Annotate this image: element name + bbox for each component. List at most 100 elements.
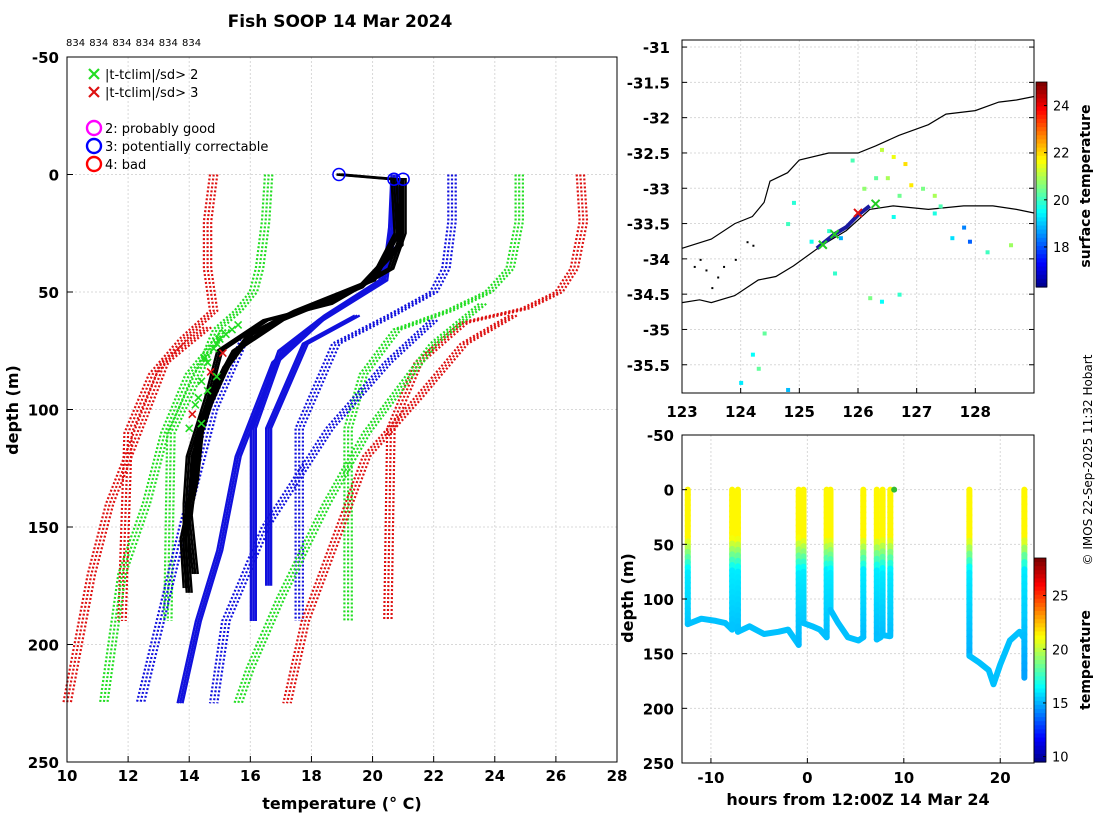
bottom-trace xyxy=(684,615,736,633)
colorbar-segment xyxy=(1034,639,1046,645)
colorbar-tick-label: 15 xyxy=(1052,697,1069,712)
exceedance-marker xyxy=(197,419,206,428)
colorbar-segment xyxy=(1036,139,1047,145)
profile-xtick-label: 14 xyxy=(179,767,200,785)
colorbar-segment xyxy=(1034,574,1046,579)
colorbar-segment xyxy=(1034,611,1046,616)
land-point xyxy=(752,244,755,247)
colorbar-segment xyxy=(1036,127,1047,132)
profile-line xyxy=(240,302,487,704)
colorbar-segment xyxy=(1036,192,1047,198)
colorbar-segment xyxy=(1034,586,1046,592)
profile-ytick-label: -50 xyxy=(32,49,59,67)
colorbar-tick-label: 10 xyxy=(1052,751,1069,766)
colorbar-segment xyxy=(1036,143,1047,149)
profile-xtick-label: 22 xyxy=(423,767,444,785)
exceedance-marker xyxy=(197,377,206,386)
profile-xtick-label: 12 xyxy=(118,767,139,785)
profile-line xyxy=(233,302,480,704)
legend-circle-symbol xyxy=(85,155,103,173)
time-depth-xlabel: hours from 12:00Z 14 Mar 24 xyxy=(726,790,989,809)
land-point xyxy=(723,265,726,268)
colorbar-segment xyxy=(1034,660,1046,665)
map-ytick-label: -33.5 xyxy=(627,216,670,234)
colorbar-segment xyxy=(1036,159,1047,165)
map-ship-track xyxy=(815,199,881,250)
colorbar-segment xyxy=(1034,590,1046,596)
colorbar-segment xyxy=(1036,213,1047,218)
colorbar-tick-label: 24 xyxy=(1053,100,1070,115)
profile-ytick-label: 250 xyxy=(28,754,59,772)
colorbar-segment xyxy=(1036,110,1047,116)
colorbar-segment xyxy=(1034,737,1046,743)
colorbar-segment xyxy=(1034,578,1046,584)
legend-x-symbol xyxy=(88,86,100,98)
sst-point xyxy=(891,215,896,219)
colorbar-segment xyxy=(1034,684,1046,690)
colorbar-segment xyxy=(1036,258,1047,263)
profile-id-row: 834 834 834 834 834 834 xyxy=(66,38,201,49)
time-xtick-label: 0 xyxy=(802,769,812,787)
profile-line xyxy=(216,319,439,704)
time-depth-series xyxy=(684,486,1028,688)
colorbar-tick-label: 22 xyxy=(1053,147,1070,162)
colorbar-segment xyxy=(1034,566,1046,571)
sst-point xyxy=(874,176,879,181)
time-xtick-label: 20 xyxy=(990,769,1011,787)
exceedance-marker xyxy=(203,358,212,367)
exceedance-marker xyxy=(206,367,215,376)
profile-line xyxy=(294,174,450,621)
profile-id-label: 834 xyxy=(112,38,131,49)
sst-point xyxy=(891,154,896,159)
profile-line xyxy=(187,179,402,575)
flag-circle xyxy=(332,167,346,182)
profile-xtick-label: 18 xyxy=(301,767,322,785)
time-depth-colorbar: 10 15 20 25 xyxy=(1033,557,1069,766)
track-marker xyxy=(818,240,828,250)
colorbar-segment xyxy=(1034,757,1046,763)
colorbar-segment xyxy=(1034,733,1046,739)
profile-line xyxy=(269,314,361,586)
profile-line xyxy=(285,314,514,704)
colorbar-segment xyxy=(1036,254,1047,259)
sst-point xyxy=(967,239,972,244)
flag-circle xyxy=(387,172,401,186)
map-ytick-label: -35.5 xyxy=(627,357,670,375)
sst-point xyxy=(909,183,914,188)
legend-label: 4: bad xyxy=(105,158,146,173)
colorbar-segment xyxy=(1034,623,1046,628)
colorbar-segment xyxy=(1036,176,1047,181)
colorbar-segment xyxy=(1034,570,1046,575)
colorbar-segment xyxy=(1036,168,1047,173)
colorbar-segment xyxy=(1034,729,1046,735)
colorbar-segment xyxy=(1036,278,1047,284)
map-xtick-label: 127 xyxy=(901,403,932,421)
time-depth-colorbar-label: temperature xyxy=(1078,610,1094,710)
colorbar-tick-label: 18 xyxy=(1053,241,1070,256)
colorbar-segment xyxy=(1034,717,1046,722)
colorbar-segment xyxy=(1036,233,1047,239)
colorbar-segment xyxy=(1036,106,1047,112)
colorbar-segment xyxy=(1036,221,1047,227)
colorbar-frame xyxy=(1035,81,1048,288)
map-panel: 123 124 125 126 127 128 -31 -31.5 -32 -32.5 -33 -33… xyxy=(627,39,1094,421)
colorbar-segment xyxy=(1036,151,1047,157)
profile-line xyxy=(289,314,518,704)
profile-line xyxy=(62,326,205,704)
sst-point xyxy=(862,186,867,191)
colorbar-segment xyxy=(1034,615,1046,620)
colorbar-segment xyxy=(1036,209,1047,214)
legend-label: 2: probably good xyxy=(105,122,215,137)
colorbar-segment xyxy=(1034,725,1046,730)
colorbar-segment xyxy=(1036,270,1047,276)
colorbar-segment xyxy=(1036,94,1047,99)
sst-point xyxy=(838,236,843,241)
profile-xtick-label: 26 xyxy=(545,767,566,785)
bottom-trace xyxy=(734,623,802,648)
profile-line xyxy=(106,328,231,704)
colorbar-segment xyxy=(1036,196,1047,202)
time-xtick-label: 10 xyxy=(893,769,914,787)
land-point xyxy=(746,241,749,244)
colorbar-segment xyxy=(1034,676,1046,681)
time-depth-ticks: -10 0 10 20 -50 0 50 100 150 200 250 xyxy=(643,427,1011,787)
